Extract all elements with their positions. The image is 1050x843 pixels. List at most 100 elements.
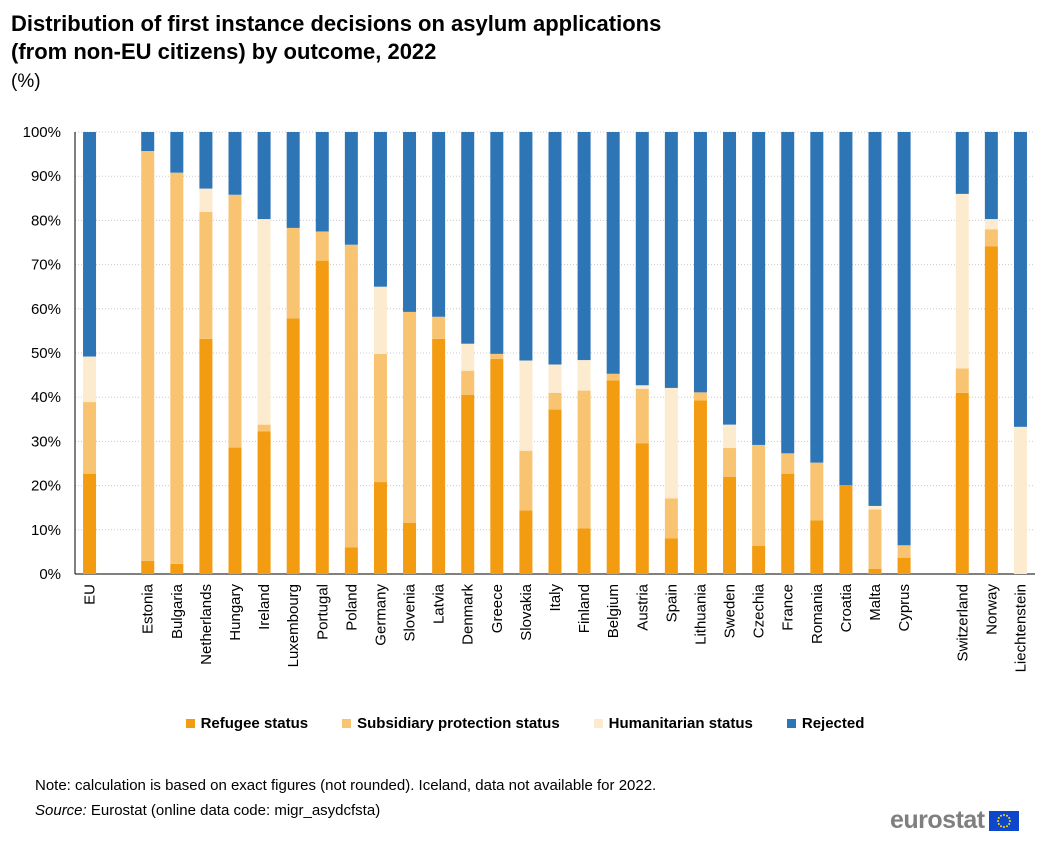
x-tick-label: Austria — [634, 583, 651, 630]
x-tick-label: Greece — [489, 584, 506, 633]
chart-title-line-1: Distribution of first instance decisions… — [11, 11, 662, 36]
x-tick-label: Cyprus — [896, 584, 913, 632]
bar-segment-austria-humanitarian — [635, 385, 649, 389]
x-tick-label: Luxembourg — [285, 584, 302, 667]
bar-segment-czechia-refugee — [752, 545, 766, 574]
bar-segment-malta-humanitarian — [868, 505, 882, 510]
bar-segment-latvia-refugee — [432, 338, 446, 574]
legend-label-rejected: Rejected — [801, 715, 865, 732]
y-tick-label: 70% — [31, 257, 61, 274]
bar-segment-bulgaria-subsidiary — [170, 172, 184, 564]
bar-segment-slovakia-rejected — [519, 132, 533, 361]
bar-segment-denmark-rejected — [461, 132, 475, 344]
bar-segment-norway-humanitarian — [984, 219, 998, 230]
bar-segment-poland-subsidiary — [344, 244, 358, 548]
bar-segment-france-subsidiary — [781, 453, 795, 474]
bar-segment-finland-subsidiary — [577, 390, 591, 529]
y-tick-label: 20% — [31, 478, 61, 495]
bar-segment-lithuania-subsidiary — [693, 392, 707, 401]
bar-segment-sweden-refugee — [723, 476, 737, 574]
x-tick-label: Belgium — [605, 584, 622, 638]
x-tick-label: Liechtenstein — [1012, 584, 1029, 672]
chart-title: Distribution of first instance decisions… — [11, 10, 661, 66]
x-tick-label: Norway — [983, 584, 1000, 635]
bar-segment-france-rejected — [781, 132, 795, 454]
bar-segment-luxembourg-subsidiary — [286, 227, 300, 319]
bar-segment-malta-refugee — [868, 568, 882, 574]
x-tick-label: Poland — [343, 584, 360, 631]
bar-segment-liechtenstein-rejected — [1013, 132, 1027, 427]
bar-segment-poland-refugee — [344, 547, 358, 574]
y-tick-label: 90% — [31, 168, 61, 185]
bar-segment-czechia-rejected — [752, 132, 766, 445]
bar-segment-portugal-rejected — [315, 132, 329, 232]
legend-item-subsidiary: Subsidiary protection status — [342, 715, 560, 732]
chart-legend: Refugee status Subsidiary protection sta… — [0, 715, 1050, 732]
bar-segment-germany-humanitarian — [373, 286, 387, 354]
bar-segment-luxembourg-refugee — [286, 318, 300, 574]
bar-segment-romania-refugee — [810, 520, 824, 574]
bar-segment-latvia-subsidiary — [432, 316, 446, 339]
chart-source: Source: Eurostat (online data code: migr… — [35, 802, 380, 819]
bar-segment-spain-subsidiary — [664, 498, 678, 539]
legend-label-subsidiary: Subsidiary protection status — [357, 715, 560, 732]
bar-segment-portugal-subsidiary — [315, 231, 329, 261]
bar-segment-france-refugee — [781, 473, 795, 574]
legend-label-humanitarian: Humanitarian status — [608, 715, 753, 732]
bar-segment-lithuania-refugee — [693, 400, 707, 574]
x-tick-label: Latvia — [431, 583, 448, 624]
bar-segment-malta-subsidiary — [868, 509, 882, 569]
y-tick-label: 100% — [23, 124, 61, 141]
bar-segment-italy-rejected — [548, 132, 562, 365]
legend-item-humanitarian: Humanitarian status — [593, 715, 753, 732]
legend-swatch-refugee — [185, 719, 195, 728]
bar-segment-switzerland-subsidiary — [955, 368, 969, 393]
bar-segment-finland-refugee — [577, 528, 591, 574]
bar-segment-sweden-subsidiary — [723, 448, 737, 477]
bar-segment-germany-rejected — [373, 132, 387, 287]
x-tick-label: Italy — [547, 584, 564, 612]
bar-segment-germany-refugee — [373, 482, 387, 574]
x-tick-label: Romania — [809, 583, 826, 644]
x-tick-label: Switzerland — [954, 584, 971, 662]
x-tick-label: Netherlands — [198, 584, 215, 665]
bar-segment-norway-refugee — [984, 246, 998, 574]
bar-segment-italy-refugee — [548, 409, 562, 574]
bar-segment-italy-subsidiary — [548, 392, 562, 410]
chart-title-line-2: (from non-EU citizens) by outcome, 2022 — [11, 39, 437, 64]
bar-segment-lithuania-rejected — [693, 132, 707, 393]
y-tick-label: 0% — [39, 566, 61, 583]
x-tick-label: Estonia — [140, 583, 157, 634]
bar-segment-romania-subsidiary — [810, 462, 824, 521]
bar-segment-portugal-refugee — [315, 260, 329, 574]
bar-segment-ireland-refugee — [257, 431, 271, 574]
bar-segment-eu-rejected — [83, 132, 97, 357]
bar-segment-belgium-rejected — [606, 132, 620, 374]
eu-flag-icon — [988, 810, 1019, 831]
legend-swatch-humanitarian — [593, 719, 603, 728]
bar-segment-austria-rejected — [635, 132, 649, 386]
bar-segment-latvia-rejected — [432, 132, 446, 317]
eurostat-logo-text: eurostat — [890, 806, 985, 834]
bar-segment-luxembourg-rejected — [286, 132, 300, 228]
legend-label-refugee: Refugee status — [200, 715, 309, 732]
bar-segment-croatia-refugee — [839, 485, 853, 574]
bar-segment-czechia-subsidiary — [752, 444, 766, 546]
source-text: Eurostat (online data code: migr_asydcfs… — [86, 802, 381, 819]
y-tick-label: 60% — [31, 301, 61, 318]
y-tick-label: 50% — [31, 345, 61, 362]
chart-unit: (%) — [11, 71, 41, 92]
y-tick-label: 80% — [31, 212, 61, 229]
bar-segment-germany-subsidiary — [373, 353, 387, 483]
bar-segment-eu-refugee — [83, 473, 97, 574]
x-tick-label: France — [780, 584, 797, 631]
bar-segment-slovakia-subsidiary — [519, 450, 533, 511]
bar-segment-cyprus-refugee — [897, 557, 911, 574]
bar-segment-switzerland-humanitarian — [955, 193, 969, 369]
bar-segment-greece-refugee — [490, 358, 504, 574]
bar-segment-eu-subsidiary — [83, 402, 97, 474]
bar-segment-estonia-refugee — [141, 560, 155, 574]
x-tick-label: Slovakia — [518, 583, 535, 640]
bar-segment-switzerland-refugee — [955, 392, 969, 574]
x-tick-label: Slovenia — [402, 583, 419, 641]
